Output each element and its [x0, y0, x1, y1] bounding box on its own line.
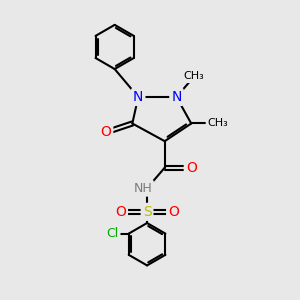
Text: O: O: [186, 161, 197, 175]
Text: O: O: [115, 205, 126, 219]
Text: NH: NH: [133, 182, 152, 195]
Text: O: O: [100, 125, 111, 139]
Text: Cl: Cl: [106, 227, 119, 240]
Text: CH₃: CH₃: [184, 71, 205, 81]
Text: S: S: [143, 205, 152, 219]
Text: O: O: [168, 205, 179, 219]
Text: N: N: [171, 90, 182, 104]
Text: CH₃: CH₃: [207, 118, 228, 128]
Text: N: N: [133, 90, 143, 104]
